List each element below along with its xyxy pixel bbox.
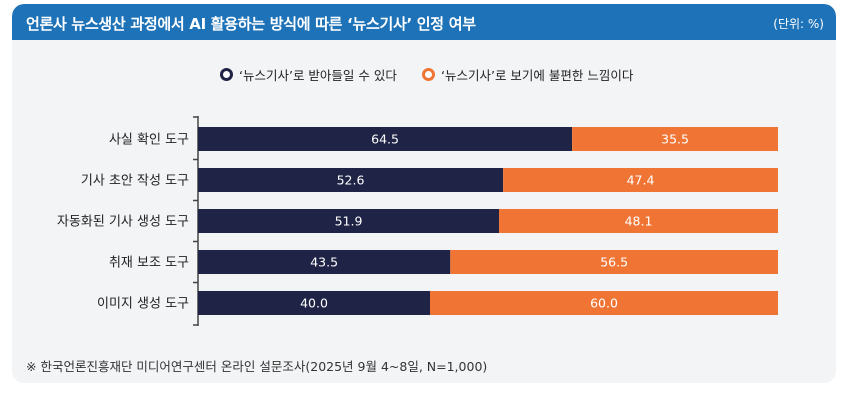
data-label: 43.5 [310,255,338,270]
bar-accept [198,250,451,274]
bar-chart: 사실 확인 도구 64.5 35.5 기사 초안 작성 도구 52.6 47.4 자동화된 … [57,116,778,326]
data-label: 51.9 [335,214,363,229]
legend-label-uncomfortable: ‘뉴스기사’로 보기에 불편한 느낌이다 [441,68,634,83]
data-label: 52.6 [337,173,365,188]
data-label: 48.1 [625,214,653,229]
unit-label: (단위: %) [773,17,824,31]
data-label: 47.4 [627,173,655,188]
legend: ‘뉴스기사’로 받아들일 수 있다 ‘뉴스기사’로 보기에 불편한 느낌이다 [12,65,836,85]
bar-accept [198,127,573,151]
category-label: 이미지 생성 도구 [97,297,189,312]
bar-accept [198,291,430,315]
chart-header: 언론사 뉴스생산 과정에서 AI 활용하는 방식에 따른 ‘뉴스기사’ 인정 여… [12,4,836,40]
bar-accept [198,168,504,192]
chart-title: 언론사 뉴스생산 과정에서 AI 활용하는 방식에 따른 ‘뉴스기사’ 인정 여… [26,15,476,33]
legend-label-accept: ‘뉴스기사’로 받아들일 수 있다 [239,68,397,83]
category-label: 기사 초안 작성 도구 [81,174,189,189]
legend-marker-dark [220,68,233,81]
bar-uncomfortable [499,209,778,233]
legend-item-uncomfortable: ‘뉴스기사’로 보기에 불편한 느낌이다 [422,65,633,84]
data-label: 60.0 [590,296,618,311]
legend-item-accept: ‘뉴스기사’로 받아들일 수 있다 [220,65,397,84]
data-label: 64.5 [371,132,399,147]
category-label: 자동화된 기사 생성 도구 [57,215,189,230]
bar-uncomfortable [503,168,778,192]
data-label: 35.5 [661,132,689,147]
data-label: 56.5 [600,255,628,270]
bar-uncomfortable [430,291,778,315]
legend-marker-orange [422,68,435,81]
source-note: ※ 한국언론진흥재단 미디어연구센터 온라인 설문조사(2025년 9월 4~8… [26,359,488,374]
category-label: 사실 확인 도구 [109,133,189,148]
category-label: 취재 보조 도구 [109,256,189,271]
data-label: 40.0 [300,296,328,311]
bar-uncomfortable [450,250,778,274]
bar-uncomfortable [572,127,778,151]
chart-card: 언론사 뉴스생산 과정에서 AI 활용하는 방식에 따른 ‘뉴스기사’ 인정 여… [12,4,836,383]
bar-accept [198,209,500,233]
